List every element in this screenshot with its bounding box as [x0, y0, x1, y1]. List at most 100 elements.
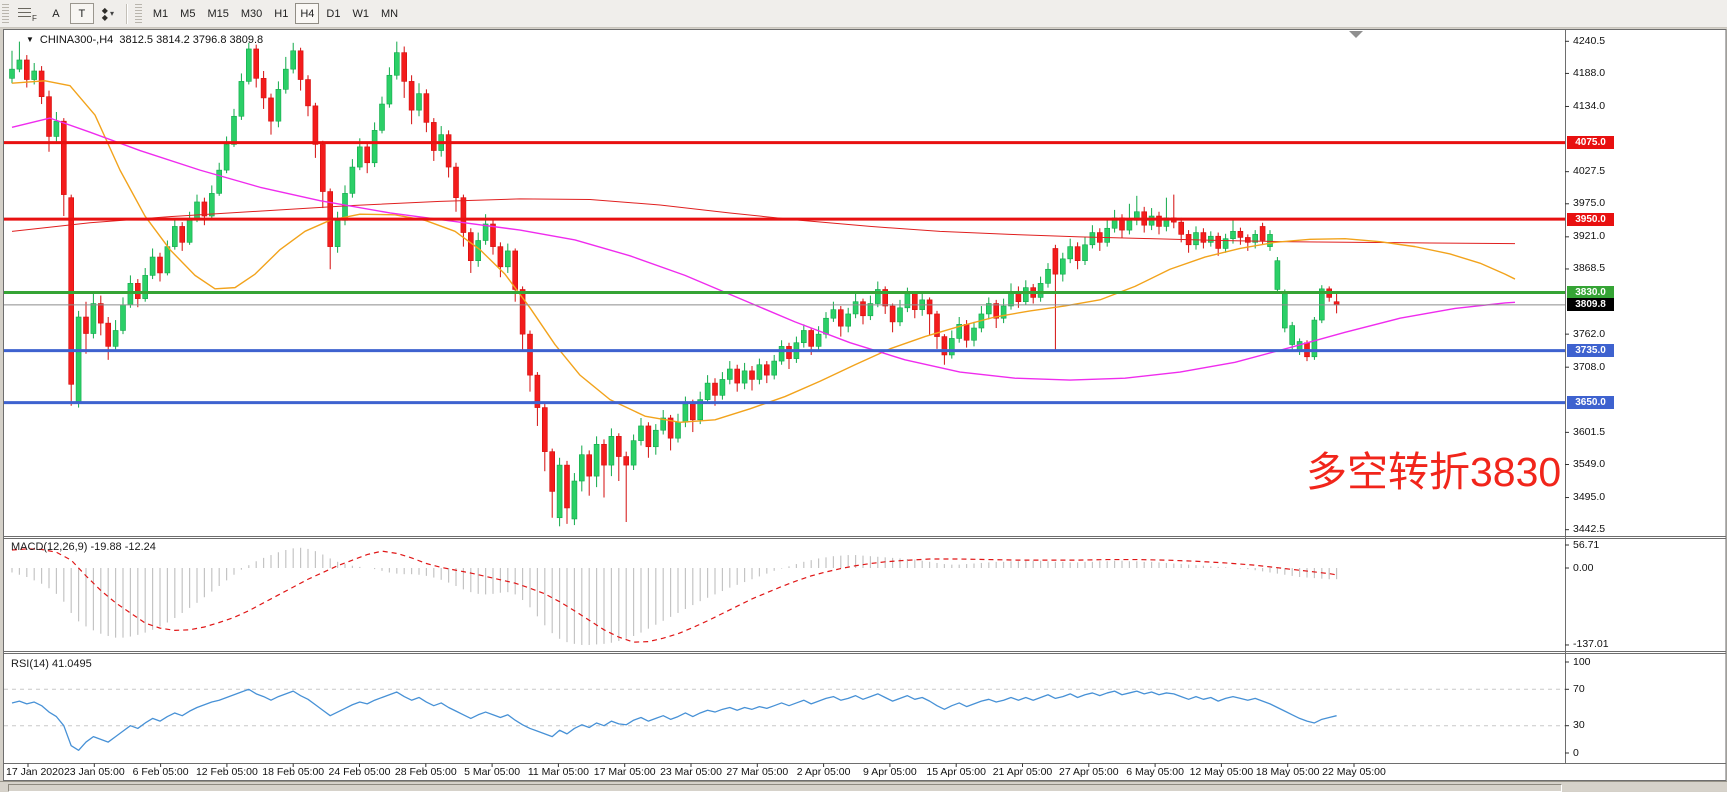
price-badge-3650.0: 3650.0 — [1567, 396, 1614, 410]
arrows-dropdown-icon[interactable]: ◆ ◆ ▾ — [96, 3, 120, 24]
candle-body — [512, 250, 519, 290]
rsi-tick-label: 30 — [1573, 719, 1585, 732]
candle-body — [682, 403, 689, 423]
toolbar-grip-2[interactable] — [134, 3, 142, 24]
candle-body — [135, 283, 141, 299]
candle-body — [216, 169, 222, 194]
candle-body — [1037, 283, 1044, 298]
candle-body — [75, 316, 82, 402]
chart-window-bg — [3, 29, 1726, 781]
candle-body — [1022, 287, 1029, 303]
candle-body — [934, 313, 940, 337]
macd-tick-label: -137.01 — [1573, 638, 1609, 651]
candle-body — [83, 316, 89, 334]
candle-body — [356, 146, 363, 168]
timeframe-d1[interactable]: D1 — [321, 3, 345, 24]
candle-body — [867, 303, 874, 317]
toolbar-grip[interactable] — [2, 3, 9, 24]
candle-body — [297, 50, 304, 80]
text-a-icon[interactable]: A — [44, 3, 68, 24]
chart-shift-marker-icon[interactable] — [1349, 31, 1363, 38]
candle-body — [1222, 238, 1229, 249]
rsi-line — [11, 688, 1337, 751]
candle-body — [23, 59, 30, 80]
candle-body — [660, 417, 667, 431]
candle-body — [771, 360, 778, 376]
ma-orange-line — [11, 80, 1516, 423]
candle-body — [993, 303, 1000, 319]
candle-body — [889, 305, 896, 323]
candle-body — [453, 166, 459, 198]
macd-tick-label: 0.00 — [1573, 561, 1594, 574]
candle-body — [349, 166, 356, 194]
candle-body — [541, 407, 548, 452]
candle-body — [90, 303, 97, 334]
timeframe-h1[interactable]: H1 — [269, 3, 293, 24]
candle-body — [157, 256, 163, 274]
macd-tick-label: 56.71 — [1573, 538, 1600, 551]
candle-body — [38, 70, 45, 97]
candle-body — [1000, 305, 1007, 319]
timeframe-m5[interactable]: M5 — [175, 3, 200, 24]
time-tick-label: 27 Mar 05:00 — [726, 766, 789, 778]
candle-body — [1215, 235, 1221, 249]
macd-indicator-label: MACD(12,26,9) -19.88 -12.24 — [11, 541, 156, 553]
candle-body — [1074, 246, 1081, 262]
candle-body — [312, 105, 319, 145]
candle-body — [1060, 258, 1066, 275]
price-badge-3950.0: 3950.0 — [1567, 212, 1614, 226]
candle-body — [564, 464, 570, 509]
candle-body — [675, 421, 681, 439]
indicator-grid-f-icon[interactable]: F — [13, 3, 42, 24]
timeframe-m30[interactable]: M30 — [236, 3, 267, 24]
price-tick-label: 3868.5 — [1573, 262, 1606, 275]
timeframe-h4[interactable]: H4 — [295, 3, 320, 24]
price-tick-label: 4188.0 — [1573, 66, 1606, 79]
candle-body — [1282, 293, 1288, 329]
candle-body — [1289, 325, 1295, 345]
candle-body — [194, 201, 200, 220]
macd-signal-line — [11, 548, 1337, 643]
candle-body — [712, 382, 718, 396]
chart-dropdown-triangle-icon[interactable]: ▼ — [26, 35, 34, 44]
timeframe-m15[interactable]: M15 — [202, 3, 233, 24]
time-tick-label: 2 Apr 05:00 — [796, 766, 851, 778]
timeframe-group: M1 M5 M15 M30 H1 H4 D1 W1 MN — [147, 3, 404, 24]
candle-body — [149, 256, 156, 276]
candle-body — [882, 289, 889, 307]
candle-body — [172, 226, 178, 247]
candle-body — [68, 197, 74, 385]
candle-body — [253, 48, 259, 79]
dotted-rows-icon — [18, 8, 31, 19]
candle-body — [1259, 226, 1266, 241]
candle-body — [445, 134, 452, 168]
rsi-tick-label: 0 — [1573, 746, 1579, 759]
candle-body — [1089, 232, 1096, 246]
candle-body — [393, 52, 400, 76]
candle-body — [1245, 237, 1251, 243]
candle-body — [1267, 234, 1273, 247]
candle-body — [911, 293, 918, 310]
text-t-icon[interactable]: T — [69, 3, 94, 24]
candle-body — [386, 74, 393, 105]
price-tick-label: 3975.0 — [1573, 197, 1606, 210]
candle-body — [800, 330, 807, 344]
candle-body — [586, 454, 593, 477]
chart-text-annotation[interactable]: 多空转折3830 — [1306, 449, 1562, 495]
candle-body — [1208, 235, 1214, 243]
timeframe-w1[interactable]: W1 — [347, 3, 374, 24]
candle-body — [260, 78, 267, 99]
candle-body — [142, 275, 148, 299]
time-tick-label: 18 May 05:00 — [1255, 766, 1320, 778]
candle-body — [1200, 232, 1207, 243]
candle-body — [756, 364, 763, 380]
candle-body — [837, 309, 844, 327]
candle-body — [1237, 231, 1244, 238]
timeframe-m1[interactable]: M1 — [148, 3, 173, 24]
timeframe-mn[interactable]: MN — [376, 3, 403, 24]
candle-body — [371, 130, 378, 164]
time-tick-label: 22 May 05:00 — [1322, 766, 1386, 778]
candle-body — [186, 218, 193, 243]
